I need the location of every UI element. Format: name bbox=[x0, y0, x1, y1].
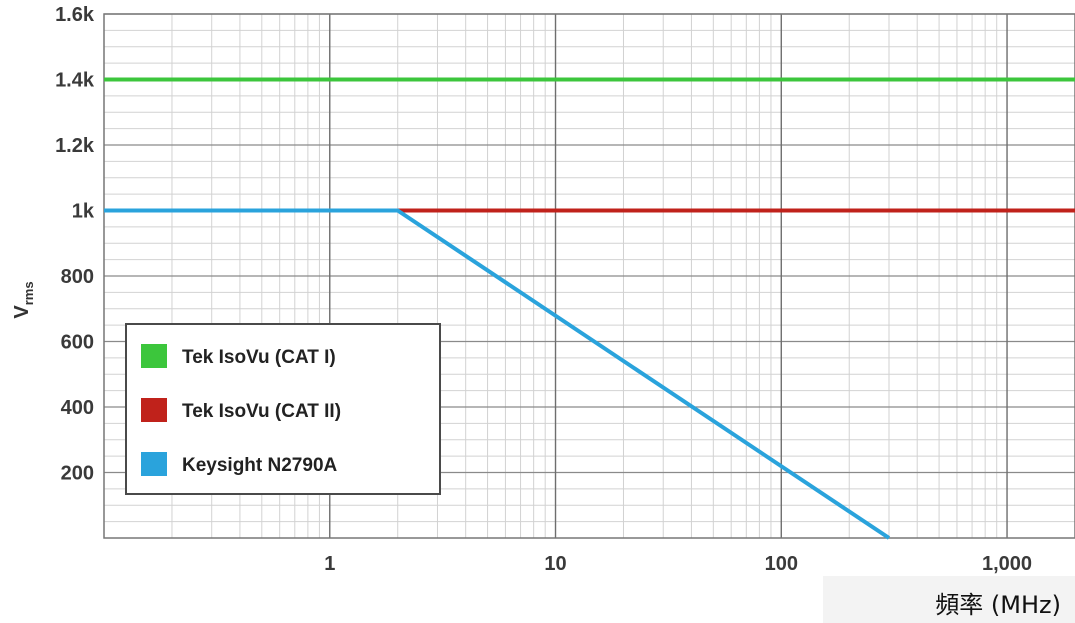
y-tick-label: 600 bbox=[61, 332, 94, 354]
y-tick-labels: 200 400 600 800 1k 1.2k 1.4k 1.6k bbox=[55, 4, 95, 485]
legend-label: Keysight N2790A bbox=[182, 455, 338, 476]
legend-swatch bbox=[141, 344, 167, 368]
x-tick-label: 1,000 bbox=[982, 553, 1032, 575]
legend: Tek IsoVu (CAT I) Tek IsoVu (CAT II) Keysi… bbox=[125, 323, 441, 495]
x-tick-label: 100 bbox=[765, 553, 798, 575]
x-tick-label: 10 bbox=[544, 553, 566, 575]
legend-swatch bbox=[141, 452, 167, 476]
x-tick-label: 1 bbox=[324, 553, 335, 575]
legend-items: Tek IsoVu (CAT I) Tek IsoVu (CAT II) Keysi… bbox=[141, 344, 341, 476]
legend-label: Tek IsoVu (CAT II) bbox=[182, 401, 341, 422]
legend-box bbox=[125, 323, 441, 495]
x-axis-label-box: 頻率 (MHz) bbox=[823, 576, 1075, 623]
y-tick-label: 1k bbox=[72, 201, 95, 223]
y-tick-label: 1.6k bbox=[55, 4, 95, 26]
y-tick-label: 400 bbox=[61, 397, 94, 419]
y-axis-label: Vrms bbox=[11, 281, 36, 318]
series-line bbox=[104, 208, 891, 540]
y-axis-label-sub: rms bbox=[21, 281, 36, 305]
x-axis-label: 頻率 (MHz) bbox=[935, 591, 1061, 619]
y-tick-label: 200 bbox=[61, 463, 94, 485]
y-tick-label: 800 bbox=[61, 266, 94, 288]
y-tick-label: 1.4k bbox=[55, 70, 95, 92]
x-tick-labels: 1 10 100 1,000 bbox=[324, 553, 1032, 575]
y-axis-label-main: V bbox=[11, 305, 33, 319]
legend-swatch bbox=[141, 398, 167, 422]
series-lines bbox=[104, 77, 1075, 540]
legend-label: Tek IsoVu (CAT I) bbox=[182, 347, 336, 368]
plot-frame bbox=[103, 13, 1075, 539]
y-tick-label: 1.2k bbox=[55, 135, 95, 157]
